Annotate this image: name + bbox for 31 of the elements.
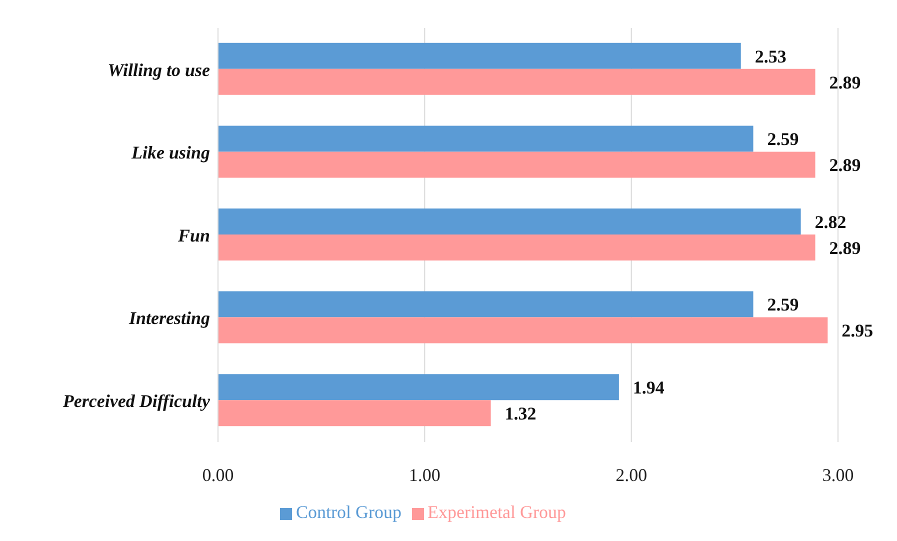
y-tick-label: Like using [130,142,210,163]
bar [218,234,816,261]
data-label: 2.59 [767,294,799,315]
data-label: 2.89 [829,72,861,92]
data-label: 2.82 [814,212,846,232]
legend-label: Experimetal Group [428,502,566,522]
bar [218,291,754,318]
x-tick-label: 1.00 [408,464,440,485]
x-tick-label: 3.00 [822,464,854,485]
data-label: 2.95 [842,320,874,341]
bar [218,68,816,95]
data-label: 2.59 [767,129,799,150]
y-tick-label: Fun [176,225,210,246]
y-tick-label: Interesting [128,308,210,328]
x-tick-label: 0.00 [202,464,234,485]
data-label: 1.32 [504,403,536,424]
bar [218,374,619,400]
bar [218,208,801,235]
data-label: 2.89 [829,238,861,258]
x-tick-label: 2.00 [616,464,648,485]
bar [218,400,491,426]
y-tick-label: Willing to use [108,60,210,80]
bar [218,152,816,178]
data-label: 2.53 [754,46,786,66]
data-label: 2.89 [829,155,861,176]
bar [218,42,741,69]
legend-label: Control Group [296,502,402,522]
bar [218,317,828,344]
data-label: 1.94 [632,377,664,398]
y-tick-label: Perceived Difficulty [62,390,212,411]
bar [218,126,754,152]
